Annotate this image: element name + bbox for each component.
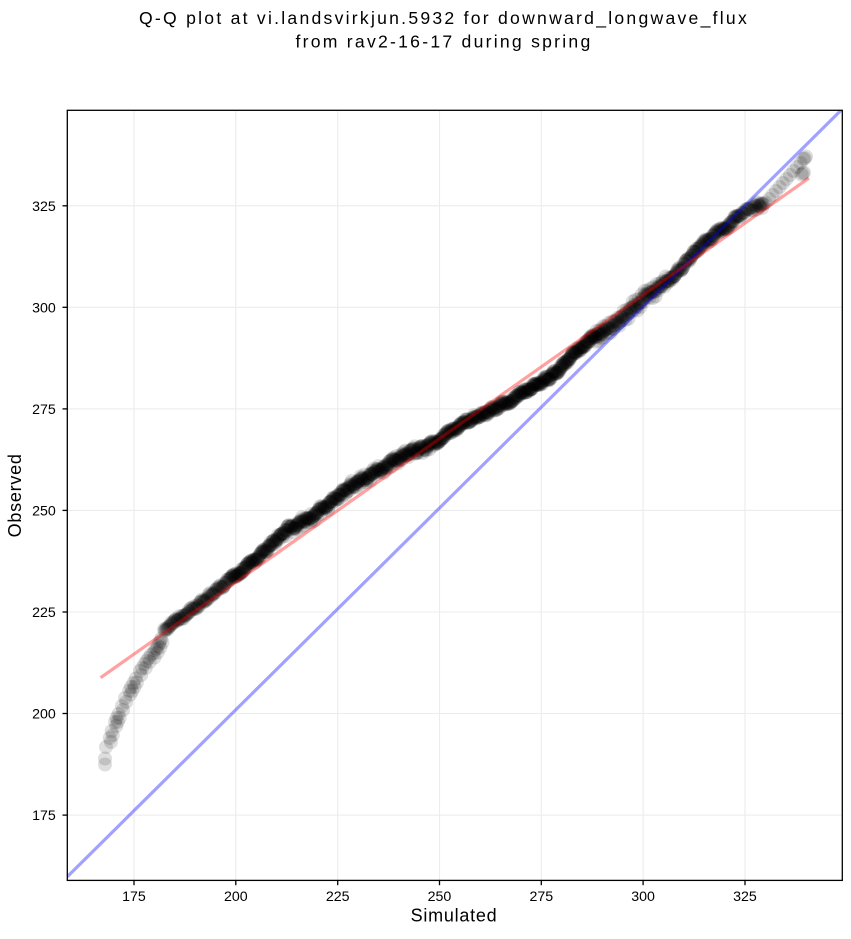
svg-text:300: 300	[32, 300, 56, 316]
svg-text:300: 300	[631, 889, 655, 905]
svg-text:275: 275	[32, 402, 56, 418]
svg-text:250: 250	[428, 889, 452, 905]
svg-text:from rav2-16-17 during spring: from rav2-16-17 during spring	[295, 32, 592, 52]
svg-text:225: 225	[326, 889, 350, 905]
svg-text:250: 250	[32, 504, 56, 520]
svg-text:200: 200	[224, 889, 248, 905]
svg-text:225: 225	[32, 605, 56, 621]
svg-text:Observed: Observed	[5, 453, 25, 537]
svg-text:175: 175	[122, 889, 146, 905]
svg-text:Simulated: Simulated	[411, 905, 498, 925]
svg-text:Q-Q plot at vi.landsvirkjun.59: Q-Q plot at vi.landsvirkjun.5932 for dow…	[139, 8, 749, 29]
svg-text:275: 275	[529, 889, 553, 905]
svg-text:175: 175	[32, 808, 56, 824]
svg-text:325: 325	[32, 199, 56, 215]
svg-text:325: 325	[733, 889, 757, 905]
svg-text:200: 200	[32, 707, 56, 723]
